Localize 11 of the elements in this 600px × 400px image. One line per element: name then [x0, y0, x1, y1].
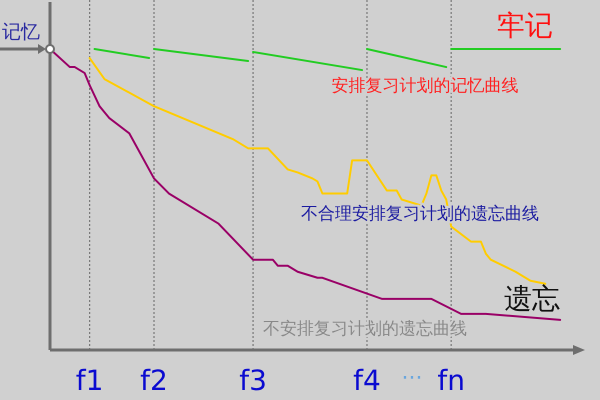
x-tick-label: f4 [353, 364, 381, 397]
y-axis-title: 记忆 [2, 21, 40, 43]
x-tick-label: f1 [76, 364, 104, 397]
series-label: 不安排复习计划的遗忘曲线 [263, 319, 467, 339]
text: 牢记 [497, 9, 553, 42]
x-tick-label: fn [437, 364, 465, 397]
annotation: 遗忘 [504, 282, 560, 315]
x-tick-label: f2 [140, 364, 168, 397]
text: ··· [402, 366, 422, 391]
series-label: 安排复习计划的记忆曲线 [332, 76, 518, 96]
x-tick-label: f3 [239, 364, 267, 397]
